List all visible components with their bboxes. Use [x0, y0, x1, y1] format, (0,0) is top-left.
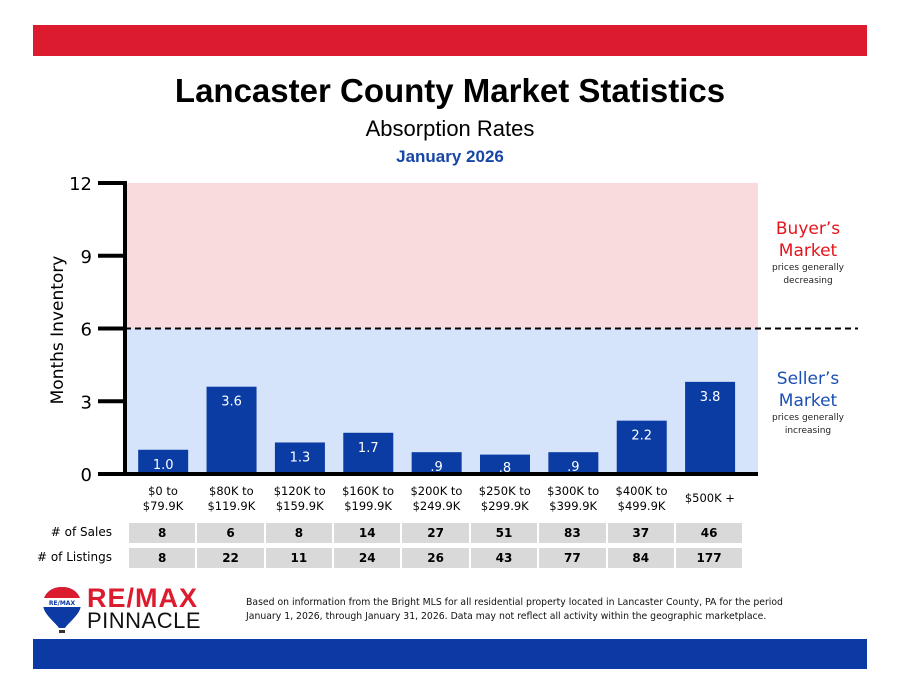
bar-3	[343, 432, 394, 474]
table-cell: 8	[129, 548, 196, 568]
bottom-blue-banner	[33, 639, 867, 669]
table-cell: 51	[470, 523, 538, 543]
y-tick-label: 3	[81, 392, 92, 413]
table-cell: 26	[402, 548, 469, 568]
report-date: January 2026	[396, 147, 504, 166]
table-row-label: # of Sales	[50, 525, 112, 539]
top-red-banner	[33, 25, 867, 56]
y-tick-label: 9	[81, 247, 92, 268]
category-label: $80K to $119.9K	[207, 484, 256, 513]
category-label: $500K +	[684, 491, 735, 505]
bar-4	[411, 452, 462, 474]
table-cell: 83	[539, 523, 606, 543]
brand-name: RE/MAX	[87, 583, 199, 613]
bar-1	[206, 386, 257, 474]
seller-desc-line2: increasing	[784, 426, 832, 436]
bar-value-label: .9	[430, 460, 442, 475]
table-cell: 11	[265, 548, 333, 568]
bar-8	[685, 381, 736, 474]
disclaimer-line2: January 1, 2026, through January 31, 202…	[246, 611, 767, 622]
buyer-market-zone	[125, 183, 758, 329]
table-cell: 84	[607, 548, 674, 568]
seller-title-line1: Seller’s	[776, 369, 840, 389]
y-tick-label: 6	[81, 320, 92, 341]
brand-office: PINNACLE	[87, 608, 202, 633]
bar-value-label: 1.3	[290, 450, 311, 465]
table-cell: 22	[197, 548, 264, 568]
bar-value-label: .9	[567, 460, 579, 475]
page-title: Lancaster County Market Statistics	[174, 72, 726, 109]
bar-value-label: 2.2	[631, 429, 652, 444]
bar-value-label: 3.6	[221, 395, 242, 410]
table-cell: 8	[265, 523, 333, 543]
y-axis-label: Months Inventory	[48, 256, 68, 405]
bar-2	[274, 442, 325, 474]
category-label: $120K to $159.9K	[273, 484, 326, 513]
page-subtitle: Absorption Rates	[365, 116, 535, 141]
buyer-market-label: Buyer’s Market prices generally decreasi…	[753, 218, 863, 288]
y-tick-label: 0	[81, 465, 92, 486]
table-cell: 8	[129, 523, 196, 543]
table-cell: 46	[675, 523, 743, 543]
category-label: $200K to $249.9K	[410, 484, 463, 513]
bar-value-label: 3.8	[700, 390, 721, 405]
bar-5	[480, 454, 531, 474]
remax-balloon-logo: RE/MAX	[43, 587, 81, 633]
bar-6	[548, 452, 599, 474]
table-cell: 37	[607, 523, 674, 543]
balloon-text: RE/MAX	[49, 600, 76, 607]
buyer-title-line1: Buyer’s	[775, 219, 841, 239]
bar-value-label: 1.7	[358, 441, 379, 456]
bar-0	[138, 449, 189, 474]
disclaimer-line1: Based on information from the Bright MLS…	[246, 597, 783, 608]
table-row-label: # of Listings	[36, 550, 112, 564]
table-cell: 24	[334, 548, 401, 568]
table-cell: 27	[402, 523, 469, 543]
disclaimer: Based on information from the Bright MLS…	[246, 596, 846, 624]
table-cell: 43	[470, 548, 538, 568]
table-cell: 14	[334, 523, 401, 543]
category-label: $160K to $199.9K	[342, 484, 395, 513]
y-tick-label: 12	[69, 174, 92, 195]
table-cell: 77	[539, 548, 606, 568]
category-label: $0 to $79.9K	[142, 484, 184, 513]
buyer-desc-line2: decreasing	[783, 276, 833, 286]
seller-desc-line1: prices generally	[772, 413, 844, 423]
seller-market-label: Seller’s Market prices generally increas…	[753, 368, 863, 438]
buyer-desc-line1: prices generally	[772, 263, 844, 273]
seller-title-line2: Market	[778, 391, 838, 411]
table-cell: 177	[675, 548, 743, 568]
table-cell: 6	[197, 523, 264, 543]
category-label: $400K to $499.9K	[615, 484, 668, 513]
bar-7	[616, 420, 667, 474]
category-label: $300K to $399.9K	[547, 484, 600, 513]
category-label: $250K to $299.9K	[478, 484, 531, 513]
bar-value-label: 1.0	[153, 458, 174, 473]
buyer-title-line2: Market	[778, 241, 838, 261]
